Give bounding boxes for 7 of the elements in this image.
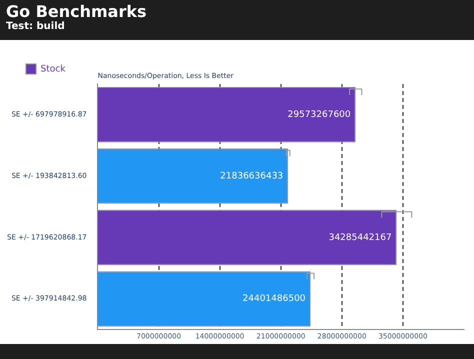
legend-label: Stock: [40, 64, 66, 74]
data-label: 34285442167: [328, 232, 392, 243]
data-label: 21836636433: [220, 171, 284, 182]
data-label: 29573267600: [288, 110, 351, 120]
chart-title: Go Benchmarks: [6, 2, 148, 21]
chart-subtitle: Test: build: [6, 21, 66, 32]
data-label: 24401486500: [242, 294, 306, 304]
